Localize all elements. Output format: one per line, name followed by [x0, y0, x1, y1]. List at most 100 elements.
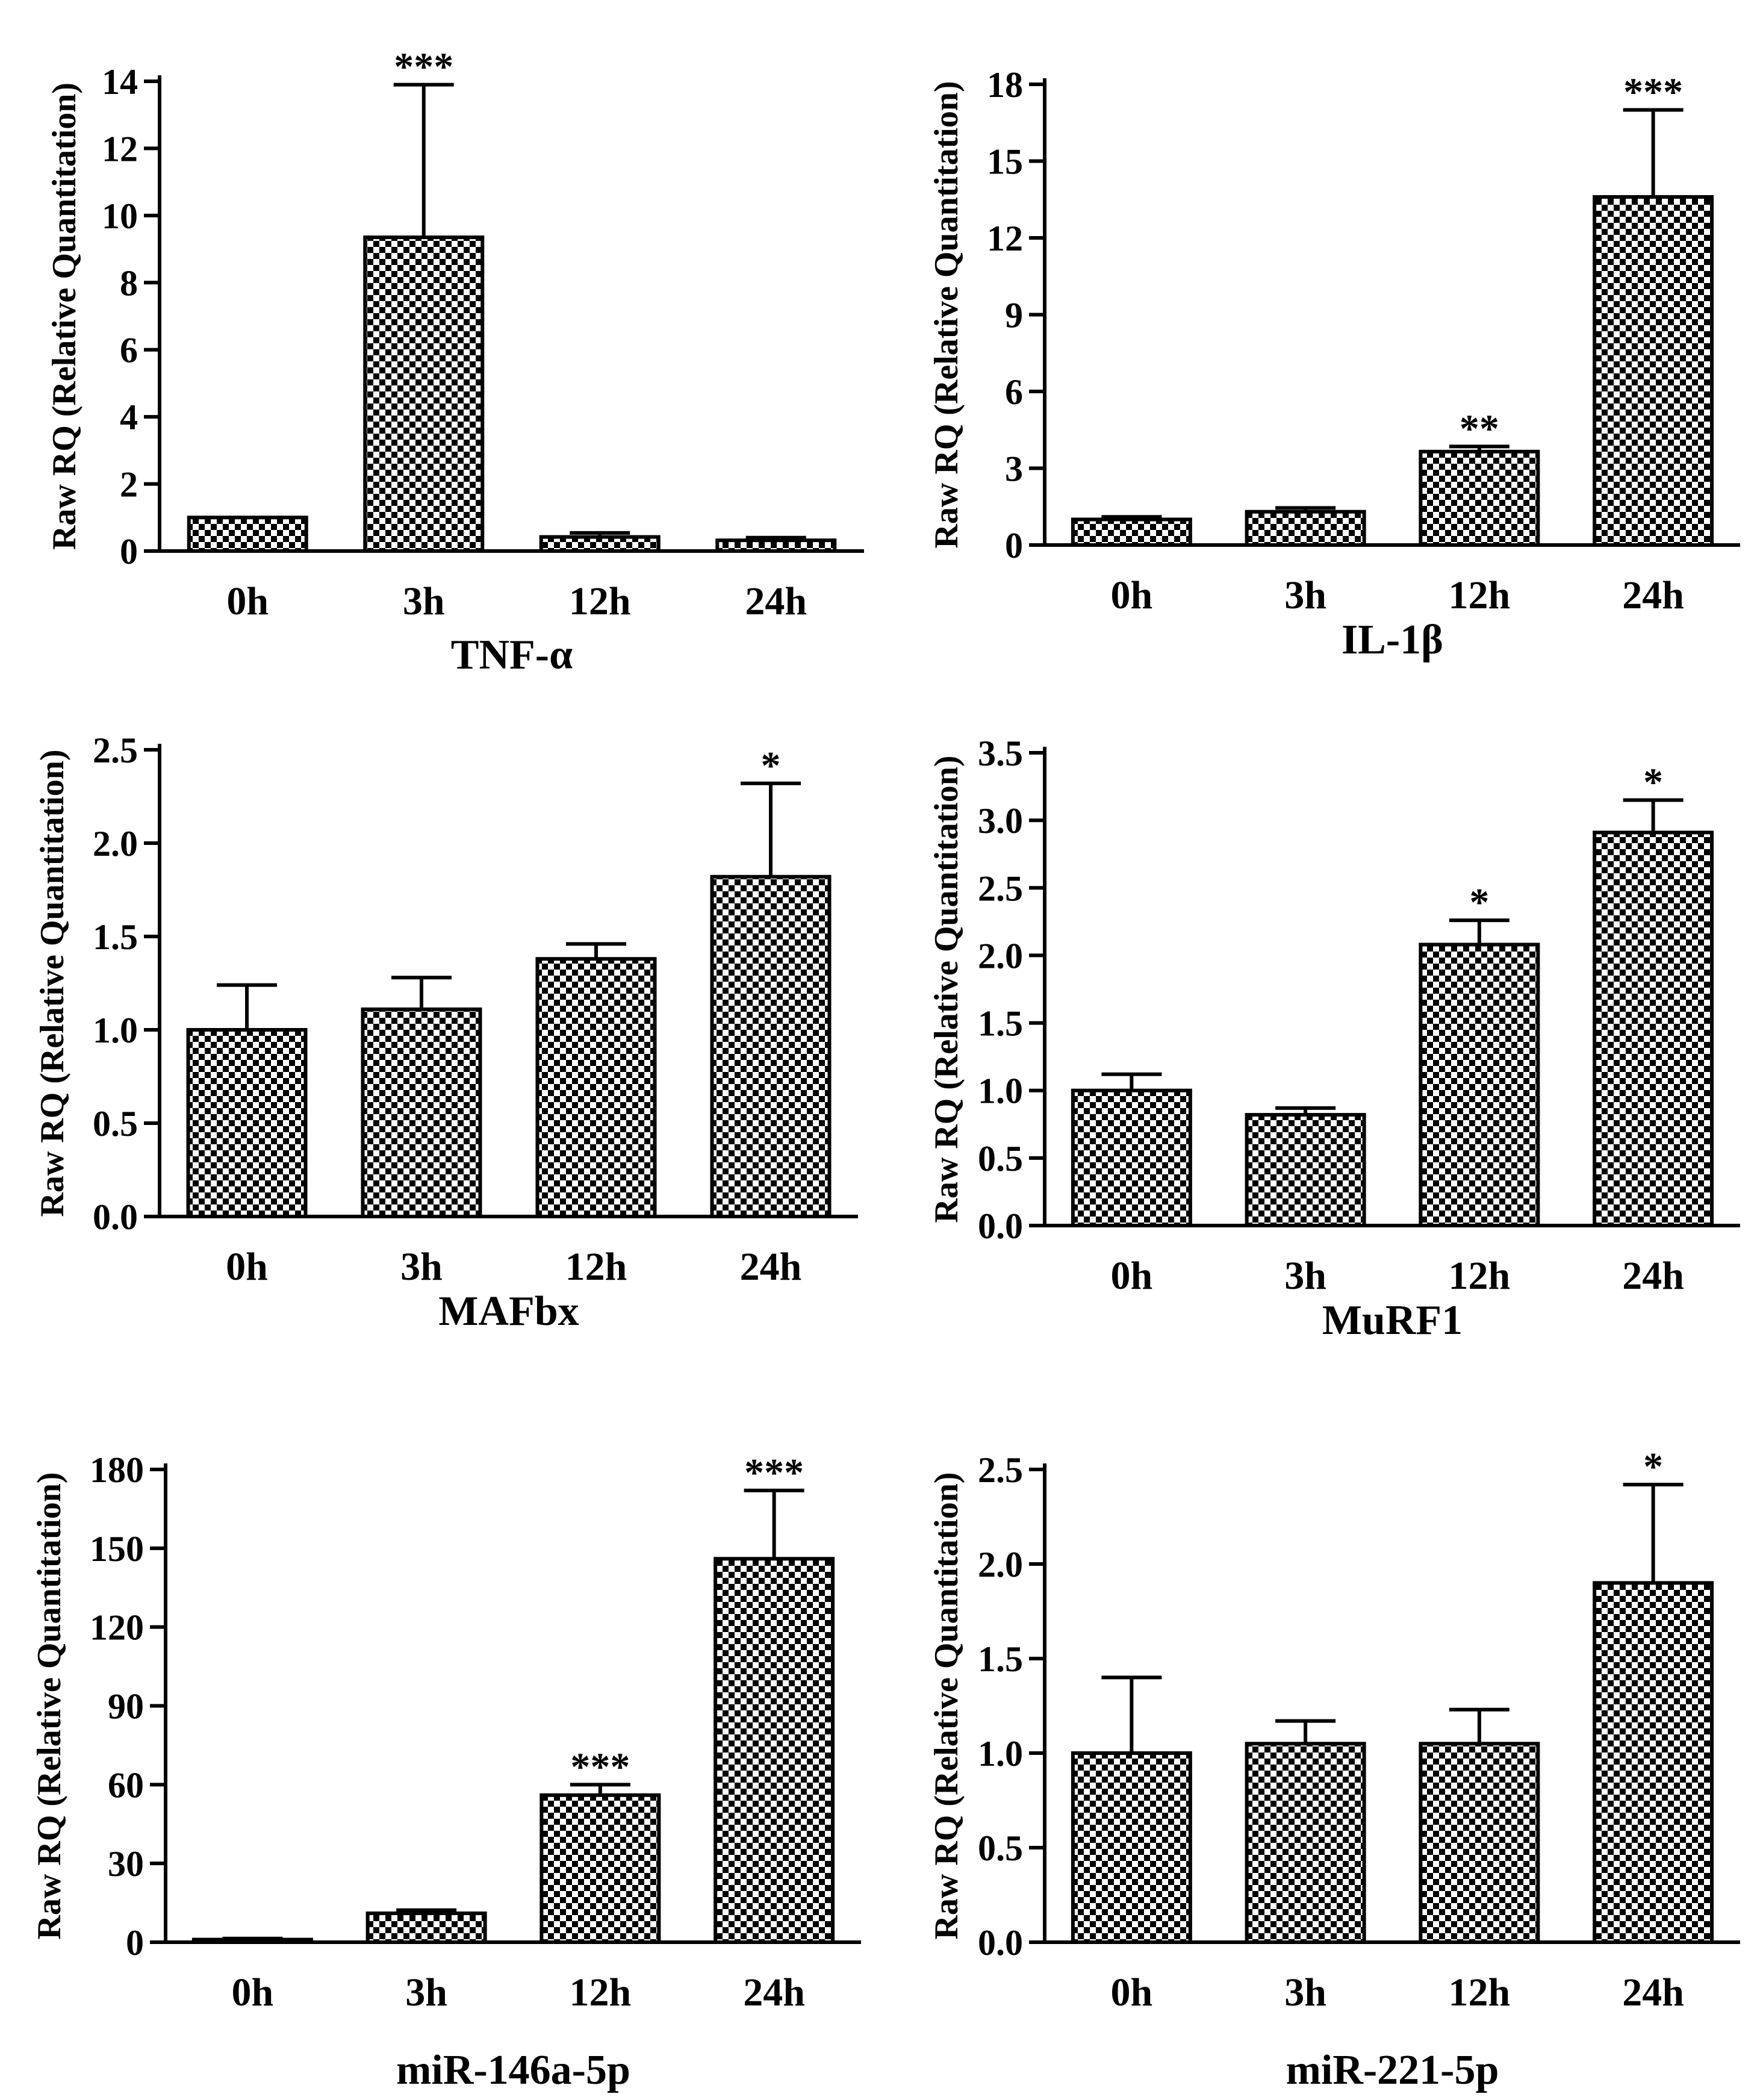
significance-mark: ***: [570, 1745, 630, 1789]
bar-12h: [535, 957, 657, 1218]
x-tick-label: 12h: [1449, 1971, 1511, 2014]
y-tick-label: 180: [90, 1450, 144, 1490]
x-tick-label: 24h: [1622, 1971, 1684, 2014]
chart-panel-3: 0h 3h 12h * 24h 0.0 0.5 1.0 1.5 2.0 2.5 Raw RQ (Rel…: [34, 731, 858, 1335]
significance-mark: **: [1460, 407, 1499, 450]
y-tick-label: 0.0: [978, 1923, 1023, 1963]
bar-12h: [1419, 1742, 1540, 1945]
y-tick-label: 2: [120, 465, 138, 505]
y-tick-label: 3: [1005, 449, 1023, 489]
x-tick-label: 3h: [1284, 1254, 1326, 1298]
bar-24h: [1593, 830, 1714, 1228]
y-tick-label: 2.5: [978, 1450, 1023, 1490]
y-tick-label: 14: [102, 62, 138, 102]
y-tick-label: 0: [1005, 526, 1023, 566]
x-tick-label: 24h: [740, 1245, 802, 1289]
y-tick-label: 0: [126, 1923, 144, 1963]
x-tick-label: 0h: [226, 579, 269, 623]
y-tick-label: 0.0: [93, 1197, 138, 1237]
x-tick-label: 0h: [1111, 1254, 1153, 1298]
y-tick-label: 15: [987, 142, 1023, 182]
bar-12h: [1419, 943, 1540, 1227]
y-tick-label: 9: [1005, 296, 1023, 335]
y-tick-label: 90: [108, 1687, 144, 1727]
y-tick-label: 12: [102, 129, 138, 169]
bar-0h: [187, 516, 308, 553]
bar-0h: [1071, 1751, 1192, 1944]
y-axis-label: Raw RQ (Relative Quantitation): [46, 83, 83, 550]
y-axis-label: Raw RQ (Relative Quantitation): [928, 755, 965, 1223]
bar-3h: [1245, 1113, 1366, 1227]
significance-mark: *: [1643, 761, 1663, 805]
chart-panel-1: 0h *** 3h 12h 24h 0 2 4 6 8 10 12 14 Raw RQ (Relative…: [46, 45, 864, 678]
bar-3h: [363, 235, 485, 553]
x-tick-label: 3h: [1284, 573, 1326, 617]
x-tick-label: 12h: [1449, 1254, 1511, 1298]
x-tick-label: 12h: [565, 1245, 627, 1289]
x-tick-label: 0h: [1111, 1971, 1153, 2014]
y-tick-label: 6: [1005, 372, 1023, 412]
chart-panel-6: 0h 3h 12h * 24h 0.0 0.5 1.0 1.5 2.0 2.5 Raw RQ (Rel…: [928, 1445, 1740, 2093]
significance-mark: ***: [394, 45, 453, 89]
chart-title: TNF-α: [451, 632, 573, 678]
y-axis-label: Raw RQ (Relative Quantitation): [34, 749, 71, 1217]
x-tick-label: 24h: [745, 579, 807, 623]
bar-12h: [539, 1793, 661, 1945]
chart-title: miR-221-5p: [1286, 2047, 1499, 2093]
y-tick-label: 2.5: [978, 868, 1023, 908]
x-tick-label: 24h: [743, 1971, 805, 2014]
bar-24h: [1593, 1581, 1714, 1944]
bar-0h: [1071, 517, 1192, 547]
y-tick-label: 6: [120, 331, 138, 370]
y-axis-label: Raw RQ (Relative Quantitation): [928, 81, 965, 548]
y-tick-label: 3.0: [978, 801, 1023, 841]
bar-3h: [1245, 1742, 1366, 1945]
y-tick-label: 1.0: [978, 1734, 1023, 1774]
x-tick-label: 0h: [232, 1971, 274, 2014]
y-tick-label: 3.5: [978, 734, 1023, 773]
y-axis-label: Raw RQ (Relative Quantitation): [928, 1472, 965, 1939]
x-tick-label: 24h: [1622, 1254, 1684, 1298]
y-tick-label: 18: [987, 65, 1023, 105]
chart-panel-5: 0h 3h *** 12h *** 24h 0 30 60 90 120 150 180 Raw RQ (…: [31, 1450, 861, 2093]
y-tick-label: 2.0: [978, 1545, 1023, 1584]
y-tick-label: 0: [120, 532, 138, 572]
y-tick-label: 120: [90, 1608, 144, 1648]
chart-title: MuRF1: [1322, 1297, 1463, 1344]
bar-3h: [361, 1007, 482, 1219]
significance-mark: *: [1469, 880, 1489, 924]
x-tick-label: 12h: [1449, 573, 1511, 617]
y-tick-label: 2.0: [93, 824, 138, 864]
significance-mark: *: [1643, 1445, 1663, 1489]
bar-0h: [186, 1028, 308, 1218]
significance-mark: ***: [744, 1451, 804, 1495]
bar-24h: [710, 874, 832, 1219]
y-tick-label: 1.5: [93, 917, 138, 957]
x-tick-label: 0h: [226, 1245, 268, 1289]
chart-title: MAFbx: [438, 1288, 579, 1335]
x-tick-label: 0h: [1111, 573, 1153, 617]
y-tick-label: 0.0: [978, 1206, 1023, 1246]
chart-panel-4: 0h 3h * 12h * 24h 0.0 0.5 1.0 1.5 2.0 2.5 3.0 3.5 Raw …: [928, 734, 1740, 1344]
y-tick-label: 0.5: [978, 1139, 1023, 1179]
y-tick-label: 60: [108, 1765, 144, 1805]
x-tick-label: 24h: [1622, 573, 1684, 617]
x-tick-label: 3h: [1284, 1971, 1326, 2014]
x-tick-label: 12h: [569, 579, 631, 623]
y-tick-label: 1.5: [978, 1004, 1023, 1044]
y-tick-label: 1.5: [978, 1639, 1023, 1679]
chart-title: IL-1β: [1342, 617, 1443, 663]
y-tick-label: 1.0: [978, 1071, 1023, 1111]
bar-3h: [1245, 509, 1366, 547]
y-tick-label: 0.5: [978, 1828, 1023, 1868]
y-tick-label: 10: [102, 196, 138, 236]
y-tick-label: 2.0: [978, 936, 1023, 976]
y-tick-label: 30: [108, 1844, 144, 1884]
y-tick-label: 150: [90, 1529, 144, 1569]
x-tick-label: 3h: [405, 1971, 447, 2014]
x-tick-label: 12h: [570, 1971, 632, 2014]
y-tick-label: 0.5: [93, 1104, 138, 1144]
y-axis-label: Raw RQ (Relative Quantitation): [31, 1472, 68, 1939]
bar-0h: [1071, 1088, 1192, 1227]
